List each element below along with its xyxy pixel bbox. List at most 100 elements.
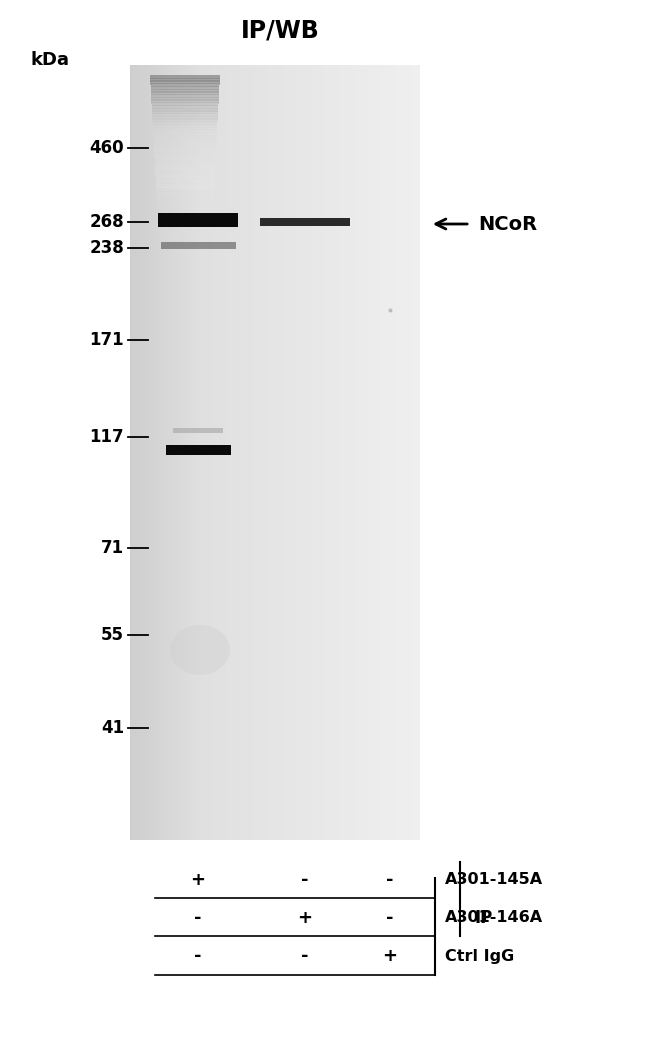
Bar: [157, 197, 213, 200]
Bar: [157, 190, 214, 193]
Bar: [153, 142, 216, 144]
Bar: [153, 120, 218, 124]
Bar: [159, 240, 211, 242]
Bar: [159, 244, 211, 246]
Bar: [154, 149, 216, 152]
Bar: [156, 189, 214, 191]
Bar: [155, 159, 215, 162]
Text: 171: 171: [90, 331, 124, 349]
Bar: [155, 174, 214, 178]
Bar: [159, 225, 212, 228]
Bar: [173, 427, 223, 432]
Bar: [153, 126, 217, 128]
Bar: [150, 79, 220, 82]
Bar: [154, 146, 216, 149]
Bar: [157, 193, 213, 197]
Text: 268: 268: [90, 214, 124, 231]
Bar: [151, 98, 218, 101]
Bar: [151, 92, 219, 95]
Text: +: +: [298, 909, 313, 927]
Bar: [153, 135, 216, 137]
Bar: [157, 209, 213, 212]
Bar: [157, 200, 213, 203]
Bar: [159, 247, 211, 249]
Bar: [158, 222, 212, 225]
Bar: [160, 249, 211, 252]
Bar: [153, 133, 216, 136]
Bar: [158, 214, 238, 227]
Bar: [152, 113, 218, 115]
Bar: [157, 211, 213, 214]
Bar: [158, 216, 212, 219]
Ellipse shape: [170, 625, 230, 675]
Bar: [157, 192, 213, 194]
Text: -: -: [386, 909, 394, 927]
Text: A301-146A: A301-146A: [445, 910, 543, 926]
Bar: [159, 227, 212, 229]
Bar: [151, 104, 218, 106]
Text: -: -: [301, 947, 309, 965]
Bar: [155, 161, 215, 163]
Bar: [155, 171, 214, 174]
Bar: [150, 78, 220, 80]
Text: 71: 71: [101, 539, 124, 557]
Bar: [150, 82, 220, 86]
Bar: [157, 208, 213, 210]
Bar: [155, 170, 214, 172]
Bar: [150, 76, 220, 79]
Bar: [158, 221, 212, 223]
Bar: [154, 152, 216, 155]
Bar: [159, 234, 211, 236]
Bar: [156, 184, 214, 187]
Bar: [161, 262, 210, 264]
Bar: [161, 260, 210, 262]
Bar: [161, 263, 209, 265]
Bar: [155, 164, 215, 166]
Bar: [151, 94, 219, 96]
Bar: [151, 95, 219, 98]
Text: +: +: [190, 871, 205, 889]
Text: -: -: [386, 871, 394, 889]
Bar: [159, 231, 211, 234]
Bar: [152, 114, 218, 117]
Bar: [158, 219, 212, 222]
Bar: [260, 218, 350, 226]
Bar: [155, 157, 215, 160]
Bar: [151, 91, 219, 93]
Bar: [160, 254, 210, 256]
Text: 41: 41: [101, 719, 124, 737]
Bar: [157, 206, 213, 209]
Bar: [159, 230, 211, 233]
Bar: [151, 100, 218, 103]
Bar: [158, 215, 213, 217]
Bar: [153, 129, 217, 131]
Bar: [157, 205, 213, 207]
Bar: [154, 151, 216, 153]
Bar: [160, 253, 210, 255]
Bar: [153, 138, 216, 141]
Bar: [151, 107, 218, 109]
Text: IP: IP: [475, 909, 493, 927]
Bar: [152, 116, 218, 118]
Text: NCoR: NCoR: [478, 215, 537, 234]
Bar: [150, 81, 220, 84]
Bar: [151, 105, 218, 108]
Text: -: -: [194, 947, 202, 965]
Bar: [159, 243, 211, 245]
Bar: [157, 203, 213, 206]
Bar: [154, 143, 216, 146]
Bar: [152, 111, 218, 114]
Bar: [151, 86, 220, 89]
Text: A301-145A: A301-145A: [445, 872, 543, 888]
Bar: [152, 108, 218, 111]
Bar: [154, 148, 216, 150]
Bar: [151, 85, 220, 87]
Bar: [153, 127, 217, 130]
Bar: [151, 97, 219, 99]
Bar: [156, 180, 214, 182]
Text: 55: 55: [101, 626, 124, 644]
Text: 117: 117: [90, 428, 124, 446]
Bar: [150, 75, 220, 77]
Bar: [153, 136, 216, 140]
Bar: [153, 124, 217, 127]
